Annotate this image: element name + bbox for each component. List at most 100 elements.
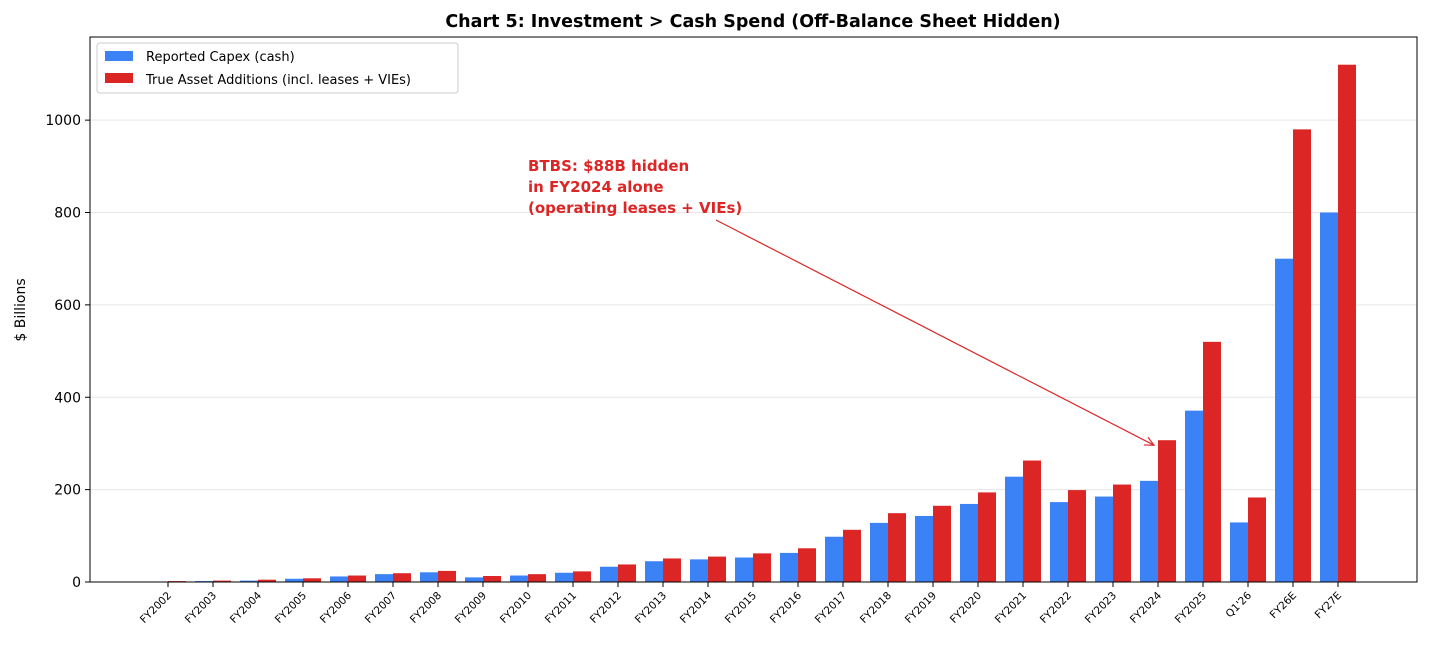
- legend-label-reported-capex: Reported Capex (cash): [146, 50, 295, 65]
- x-tick-label: FY2017: [813, 590, 849, 626]
- bars: [150, 64, 1356, 583]
- bar-true-asset-additions: [213, 580, 231, 582]
- y-axis-ticks: 0 200 400 600 800 1000: [45, 113, 90, 591]
- x-tick-label: FY2012: [588, 590, 624, 626]
- bar-true-asset-additions: [978, 492, 996, 582]
- bar-true-asset-additions: [1023, 460, 1041, 582]
- bar-true-asset-additions: [258, 579, 276, 582]
- bar-reported-capex: [330, 576, 348, 582]
- y-axis-label: $ Billions: [13, 278, 29, 341]
- x-tick-label: FY26E: [1268, 590, 1299, 621]
- x-tick-label: FY2022: [1038, 590, 1074, 626]
- bar-true-asset-additions: [528, 574, 546, 582]
- annotation-line-3: (operating leases + VIEs): [528, 199, 742, 217]
- bar-true-asset-additions: [348, 575, 366, 582]
- annotation-line-1: BTBS: $88B hidden: [528, 157, 689, 175]
- bar-true-asset-additions: [483, 575, 501, 582]
- bar-reported-capex: [1185, 410, 1203, 582]
- bar-true-asset-additions: [573, 571, 591, 582]
- y-tick-label: 800: [54, 206, 81, 222]
- annotation-arrow: [715, 219, 1155, 446]
- bar-reported-capex: [1230, 522, 1248, 582]
- bar-true-asset-additions: [1113, 484, 1131, 582]
- y-tick-label: 400: [54, 390, 81, 406]
- bar-true-asset-additions: [1248, 497, 1266, 582]
- x-tick-label: FY2009: [453, 590, 489, 626]
- bar-true-asset-additions: [618, 564, 636, 582]
- x-tick-label: FY2024: [1128, 589, 1164, 625]
- x-tick-label: FY2002: [138, 590, 174, 626]
- bar-true-asset-additions: [1068, 490, 1086, 582]
- x-tick-label: FY2007: [363, 590, 399, 626]
- bar-reported-capex: [555, 572, 573, 582]
- chart-title: Chart 5: Investment > Cash Spend (Off-Ba…: [445, 12, 1060, 32]
- y-tick-label: 600: [54, 298, 81, 314]
- bar-reported-capex: [960, 503, 978, 582]
- bar-true-asset-additions: [303, 578, 321, 582]
- bar-reported-capex: [510, 575, 528, 582]
- y-tick-label: 0: [72, 575, 81, 591]
- bar-reported-capex: [1095, 496, 1113, 582]
- x-tick-label: FY2016: [768, 589, 804, 625]
- annotation-text: BTBS: $88B hidden in FY2024 alone (opera…: [528, 157, 742, 217]
- bar-reported-capex: [240, 580, 258, 582]
- x-tick-label: FY2010: [498, 590, 534, 626]
- bar-true-asset-additions: [843, 529, 861, 582]
- bar-reported-capex: [870, 522, 888, 582]
- annotation-line-2: in FY2024 alone: [528, 178, 664, 196]
- bar-reported-capex: [780, 552, 798, 582]
- bar-reported-capex: [1320, 212, 1338, 582]
- x-tick-label: Q1'26: [1224, 589, 1255, 620]
- bar-reported-capex: [915, 515, 933, 582]
- bar-true-asset-additions: [753, 553, 771, 582]
- bar-true-asset-additions: [393, 573, 411, 582]
- y-tick-label: 1000: [45, 113, 81, 129]
- bar-true-asset-additions: [1203, 341, 1221, 582]
- x-tick-label: FY2018: [858, 590, 894, 626]
- x-tick-label: FY2023: [1083, 590, 1119, 626]
- bar-true-asset-additions: [933, 505, 951, 582]
- bar-reported-capex: [1275, 258, 1293, 582]
- bar-reported-capex: [375, 574, 393, 582]
- legend-frame: [96, 42, 459, 94]
- bar-true-asset-additions: [663, 558, 681, 582]
- x-tick-label: FY2003: [183, 590, 219, 626]
- legend: Reported Capex (cash) True Asset Additio…: [96, 42, 459, 94]
- bar-reported-capex: [600, 566, 618, 582]
- annotation: BTBS: $88B hidden in FY2024 alone (opera…: [528, 157, 1156, 446]
- x-tick-label: FY2008: [408, 590, 444, 626]
- x-tick-label: FY2025: [1173, 590, 1209, 626]
- x-tick-label: FY2004: [228, 589, 264, 625]
- bar-reported-capex: [735, 557, 753, 582]
- bar-reported-capex: [690, 559, 708, 582]
- bar-true-asset-additions: [888, 513, 906, 582]
- x-tick-label: FY2019: [903, 590, 939, 626]
- x-tick-label: FY2005: [273, 590, 309, 626]
- bar-reported-capex: [465, 577, 483, 582]
- bar-true-asset-additions: [798, 548, 816, 582]
- bar-reported-capex: [1050, 502, 1068, 582]
- bar-reported-capex: [645, 561, 663, 582]
- bar-true-asset-additions: [1293, 129, 1311, 583]
- bar-reported-capex: [1140, 480, 1158, 582]
- bar-reported-capex: [420, 572, 438, 582]
- x-tick-label: FY2020: [948, 590, 984, 626]
- x-tick-label: FY27E: [1313, 590, 1344, 621]
- bar-true-asset-additions: [1158, 440, 1176, 582]
- bar-true-asset-additions: [1338, 64, 1356, 583]
- x-axis-ticks: FY2002 FY2003 FY2004 FY2005 FY2006 FY2007 FY20…: [138, 582, 1344, 626]
- legend-swatch-reported-capex: [105, 51, 133, 61]
- annotation-arrowhead: [1143, 436, 1156, 446]
- x-tick-label: FY2013: [633, 590, 669, 626]
- bar-reported-capex: [825, 536, 843, 582]
- legend-swatch-true-asset-additions: [105, 73, 133, 83]
- bar-true-asset-additions: [438, 570, 456, 582]
- bar-reported-capex: [285, 578, 303, 582]
- x-tick-label: FY2015: [723, 590, 759, 626]
- y-tick-label: 200: [54, 483, 81, 499]
- x-tick-label: FY2006: [318, 589, 354, 625]
- x-tick-label: FY2014: [678, 589, 714, 625]
- x-tick-label: FY2011: [543, 590, 579, 626]
- legend-label-true-asset-additions: True Asset Additions (incl. leases + VIE…: [145, 73, 411, 88]
